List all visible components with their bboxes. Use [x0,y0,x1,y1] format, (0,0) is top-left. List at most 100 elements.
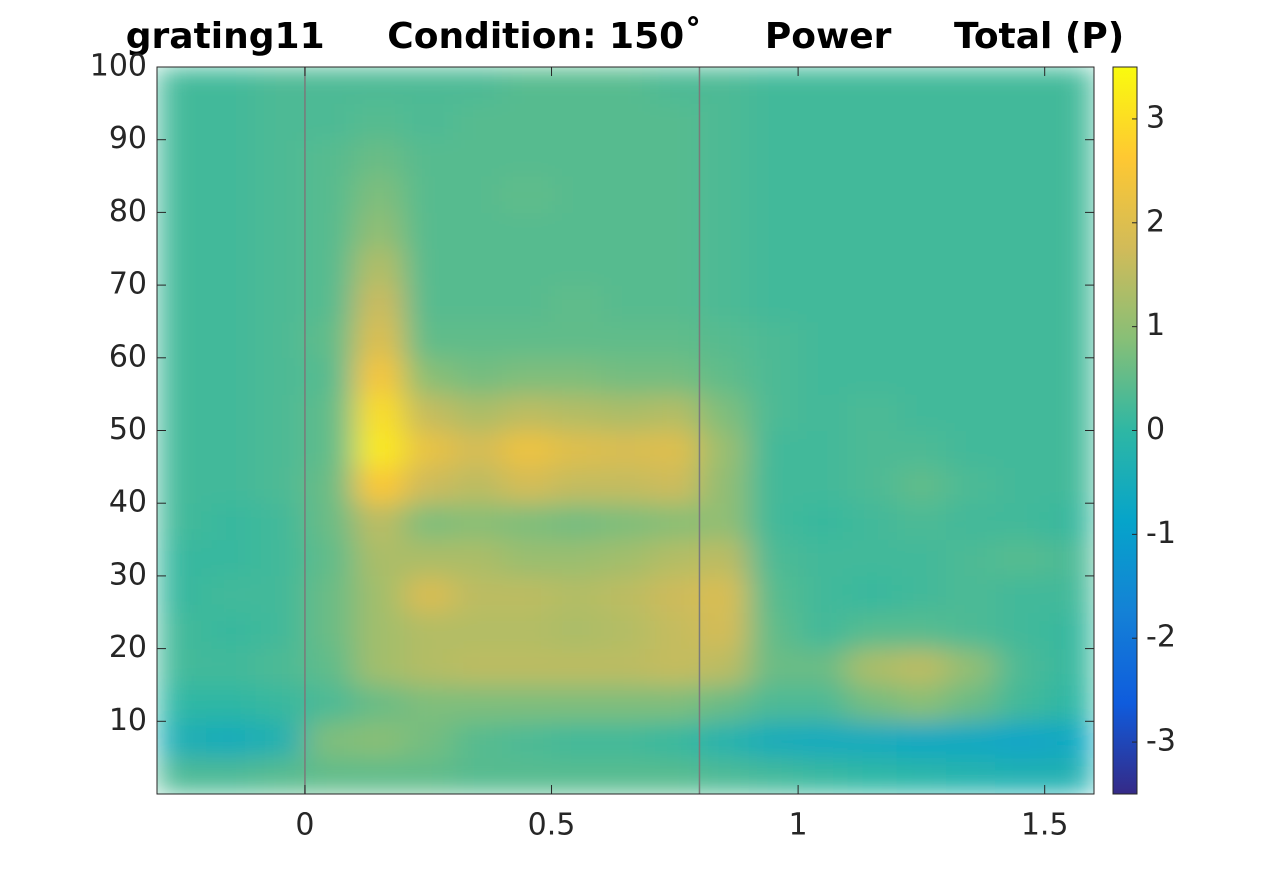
heat-cell [600,321,651,359]
heat-cell [206,139,257,177]
heat-cell [551,684,602,722]
heat-cell [946,394,996,431]
y-tick-label: 60 [109,339,147,374]
heat-cell [157,757,207,794]
heat-cell [798,684,848,722]
heat-cell [896,466,947,504]
heat-cell [1044,67,1094,104]
heat-cell [452,721,503,759]
heat-cell [206,721,257,759]
colorbar-tick-label: -1 [1146,516,1176,551]
heat-cell [896,139,947,177]
heat-cell [896,357,947,395]
heat-cell [452,430,503,468]
heat-cell [502,321,553,359]
heat-cell [551,139,602,177]
heat-cell [255,466,306,504]
heat-cell [699,575,750,613]
heat-cell [255,612,306,650]
heat-cell [551,357,602,395]
heat-cell [896,103,947,141]
heat-cell [354,248,405,286]
heat-cell [304,321,355,359]
heat-cell [206,466,257,504]
heat-cell [403,357,454,395]
heat-cell [452,285,503,322]
heat-cell [452,757,503,794]
heat-cell [502,575,553,613]
heat-cell [699,357,750,395]
heat-cell [452,139,503,177]
heat-cell [1044,684,1094,722]
heat-cell [798,648,848,686]
heat-cell [946,212,996,250]
x-tick-label: 1 [789,808,808,843]
heat-cell [206,103,257,141]
heat-cell [1044,212,1094,250]
heat-cell [304,503,355,541]
heat-cell [403,757,454,794]
heat-cell [354,103,405,141]
heat-cell [650,285,700,322]
heat-cell [847,394,898,431]
heat-cell [354,321,405,359]
heat-cell [748,430,799,468]
heat-cell [650,357,700,395]
heat-cell [255,503,306,541]
heat-cell [847,285,898,322]
heat-cell [255,648,306,686]
heat-cell [403,394,454,431]
heat-cell [403,503,454,541]
heat-cell [650,67,700,104]
heat-cell [748,503,799,541]
heat-cell [255,176,306,213]
heat-cell [206,503,257,541]
heat-cell [403,139,454,177]
heat-cell [847,612,898,650]
heat-cell [748,757,799,794]
heat-cell [1044,612,1094,650]
heat-cell [452,466,503,504]
heat-cell [255,321,306,359]
heat-cell [1044,248,1094,286]
heat-cell [650,176,700,213]
heat-cell [452,503,503,541]
colorbar-tick-label: 3 [1146,100,1165,135]
heat-cell [1044,503,1094,541]
heat-cell [896,67,947,104]
heat-cell [847,539,898,577]
heat-cell [1044,394,1094,431]
heat-cell [157,357,207,395]
heat-cell [847,248,898,286]
heat-cell [650,212,700,250]
heat-cell [206,612,257,650]
heat-cell [1044,721,1094,759]
heat-cell [995,394,1046,431]
heat-cell [255,103,306,141]
heat-cell [650,539,700,577]
heat-cell [206,684,257,722]
heat-cell [847,757,898,794]
heat-cell [255,285,306,322]
heat-cell [206,67,257,104]
heat-cell [896,575,947,613]
heat-cell [600,248,651,286]
heat-cell [255,684,306,722]
heat-cell [551,648,602,686]
heat-cell [157,648,207,686]
heat-cell [946,67,996,104]
heat-cell [354,539,405,577]
heat-cell [847,430,898,468]
colorbar-tick-label: -3 [1146,724,1176,759]
heat-cell [798,612,848,650]
heat-cell [452,321,503,359]
heat-cell [502,539,553,577]
heat-cell [896,430,947,468]
heat-cell [255,357,306,395]
heat-cell [946,321,996,359]
heat-cell [699,684,750,722]
heat-cell [798,503,848,541]
heat-cell [452,612,503,650]
x-tick-label: 0.5 [528,808,576,843]
